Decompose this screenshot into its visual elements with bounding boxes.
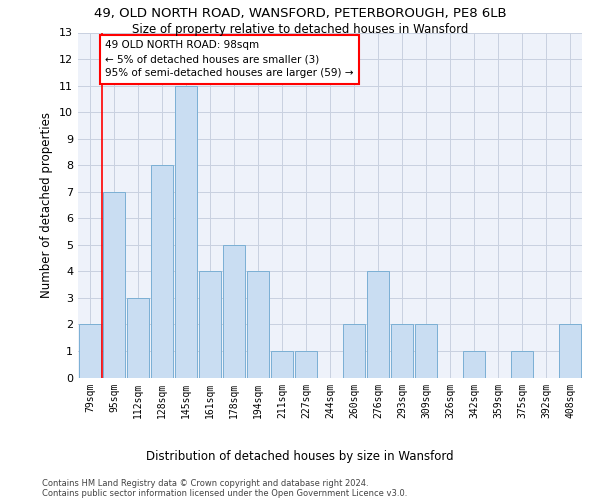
Bar — [391, 324, 413, 378]
Text: 49 OLD NORTH ROAD: 98sqm
← 5% of detached houses are smaller (3)
95% of semi-det: 49 OLD NORTH ROAD: 98sqm ← 5% of detache… — [105, 40, 353, 78]
Bar — [79, 324, 101, 378]
Bar — [559, 324, 581, 378]
Text: Size of property relative to detached houses in Wansford: Size of property relative to detached ho… — [132, 22, 468, 36]
Bar — [151, 165, 173, 378]
Bar — [463, 351, 485, 378]
Bar — [415, 324, 437, 378]
Bar — [247, 272, 269, 378]
Text: Distribution of detached houses by size in Wansford: Distribution of detached houses by size … — [146, 450, 454, 463]
Bar — [343, 324, 365, 378]
Y-axis label: Number of detached properties: Number of detached properties — [40, 112, 53, 298]
Bar — [199, 272, 221, 378]
Text: Contains HM Land Registry data © Crown copyright and database right 2024.: Contains HM Land Registry data © Crown c… — [42, 479, 368, 488]
Bar — [511, 351, 533, 378]
Text: 49, OLD NORTH ROAD, WANSFORD, PETERBOROUGH, PE8 6LB: 49, OLD NORTH ROAD, WANSFORD, PETERBOROU… — [94, 8, 506, 20]
Bar — [103, 192, 125, 378]
Bar — [295, 351, 317, 378]
Bar — [223, 245, 245, 378]
Bar — [127, 298, 149, 378]
Bar — [367, 272, 389, 378]
Bar — [271, 351, 293, 378]
Bar — [175, 86, 197, 378]
Text: Contains public sector information licensed under the Open Government Licence v3: Contains public sector information licen… — [42, 489, 407, 498]
